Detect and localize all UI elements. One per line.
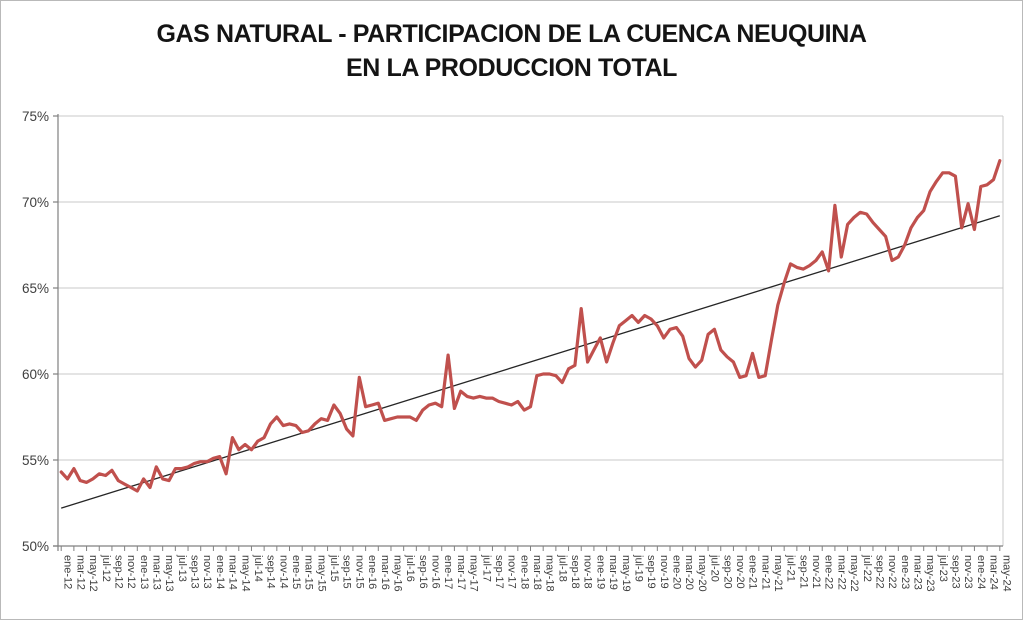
series-line-participacion-cuenca-neuquina — [59, 159, 1002, 493]
x-axis-label-sep-13: sep-13 — [189, 555, 201, 589]
x-axis-label-sep-17: sep-17 — [493, 555, 505, 589]
x-axis-label-mar-18: mar-18 — [531, 555, 543, 590]
x-axis-label-ene-23: ene-23 — [899, 555, 911, 589]
x-axis-label-ene-18: ene-18 — [518, 555, 530, 589]
x-axis-label-sep-18: sep-18 — [569, 555, 581, 589]
chart-title-line2: EN LA PRODUCCION TOTAL — [345, 54, 677, 82]
x-axis-label-mar-15: mar-15 — [303, 555, 315, 590]
x-axis-label-sep-23: sep-23 — [950, 555, 962, 589]
x-axis-label-jul-20: jul-20 — [709, 554, 721, 582]
x-axis-label-mar-16: mar-16 — [379, 555, 391, 590]
x-axis-label-sep-16: sep-16 — [417, 555, 429, 589]
x-axis-label-ene-13: ene-13 — [138, 555, 150, 589]
chart-title: GAS NATURAL - PARTICIPACION DE LA CUENCA… — [1, 17, 1022, 85]
x-axis-label-mar-24: mar-24 — [988, 555, 1000, 590]
x-axis-label-jul-12: jul-12 — [100, 554, 112, 582]
x-axis-label-jul-14: jul-14 — [252, 554, 264, 582]
x-axis-label-sep-14: sep-14 — [265, 555, 277, 589]
x-axis-label-mar-13: mar-13 — [150, 555, 162, 590]
x-axis-label-may-16: may-16 — [391, 555, 403, 592]
x-axis-label-ene-12: ene-12 — [62, 555, 74, 589]
x-axis-label-nov-14: nov-14 — [277, 555, 289, 589]
x-axis-label-mar-23: mar-23 — [912, 555, 924, 590]
x-axis-label-jul-23: jul-23 — [937, 554, 949, 582]
x-axis-label-mar-14: mar-14 — [227, 555, 239, 590]
x-axis-label-nov-18: nov-18 — [582, 555, 594, 589]
x-axis-label-sep-12: sep-12 — [112, 555, 124, 589]
y-axis-label-65: 65% — [22, 281, 49, 296]
x-axis-label-nov-15: nov-15 — [353, 555, 365, 589]
x-axis-label-jul-13: jul-13 — [176, 554, 188, 582]
y-axis-label-75: 75% — [22, 109, 49, 124]
x-axis-label-sep-19: sep-19 — [645, 555, 657, 589]
x-axis-label-ene-22: ene-22 — [823, 555, 835, 589]
x-axis-label-ene-19: ene-19 — [594, 555, 606, 589]
x-axis-label-mar-12: mar-12 — [74, 555, 86, 590]
x-axis-label-may-20: may-20 — [696, 555, 708, 592]
x-axis-label-jul-16: jul-16 — [404, 554, 416, 582]
y-axis-label-50: 50% — [22, 539, 49, 554]
x-axis-label-ene-14: ene-14 — [214, 555, 226, 589]
x-axis-label-nov-13: nov-13 — [201, 555, 213, 589]
x-axis-label-jul-21: jul-21 — [785, 554, 797, 582]
x-axis-label-nov-23: nov-23 — [962, 555, 974, 589]
x-axis-label-sep-15: sep-15 — [341, 555, 353, 589]
chart-title-line1: GAS NATURAL - PARTICIPACION DE LA CUENCA… — [156, 20, 867, 48]
x-axis-label-ene-17: ene-17 — [442, 555, 454, 589]
x-axis-label-ene-24: ene-24 — [975, 555, 987, 589]
x-axis-label-sep-22: sep-22 — [873, 555, 885, 589]
x-axis-label-mar-22: mar-22 — [835, 555, 847, 590]
x-axis-label-nov-17: nov-17 — [506, 555, 518, 589]
x-axis-label-nov-16: nov-16 — [430, 555, 442, 589]
x-axis-label-jul-18: jul-18 — [556, 554, 568, 582]
x-axis-label-may-21: may-21 — [772, 555, 784, 592]
x-axis-label-ene-15: ene-15 — [290, 555, 302, 589]
x-axis-label-jul-17: jul-17 — [480, 554, 492, 582]
x-axis-label-ene-21: ene-21 — [747, 555, 759, 589]
y-axis-label-60: 60% — [22, 367, 49, 382]
x-axis-label-sep-20: sep-20 — [721, 555, 733, 589]
x-axis-label-may-22: may-22 — [848, 555, 860, 592]
x-axis-label-jul-19: jul-19 — [632, 554, 644, 582]
x-axis-label-mar-20: mar-20 — [683, 555, 695, 590]
x-axis-label-jul-15: jul-15 — [328, 554, 340, 582]
x-axis-label-nov-12: nov-12 — [125, 555, 137, 589]
x-axis-label-may-17: may-17 — [468, 555, 480, 592]
x-axis-label-nov-22: nov-22 — [886, 555, 898, 589]
x-axis-label-mar-17: mar-17 — [455, 555, 467, 590]
x-axis-label-may-14: may-14 — [239, 555, 251, 592]
y-axis-label-55: 55% — [22, 453, 49, 468]
x-axis-label-mar-21: mar-21 — [759, 555, 771, 590]
x-axis-label-ene-20: ene-20 — [671, 555, 683, 589]
x-axis-label-may-18: may-18 — [544, 555, 556, 592]
x-axis-label-mar-19: mar-19 — [607, 555, 619, 590]
x-axis-label-may-24: may-24 — [1000, 555, 1012, 592]
x-axis-label-nov-20: nov-20 — [734, 555, 746, 589]
x-axis-label-ene-16: ene-16 — [366, 555, 378, 589]
x-axis-label-may-19: may-19 — [620, 555, 632, 592]
x-axis-label-jul-22: jul-22 — [861, 554, 873, 582]
x-axis-label-sep-21: sep-21 — [797, 555, 809, 589]
y-axis-label-70: 70% — [22, 195, 49, 210]
x-axis-label-may-15: may-15 — [315, 555, 327, 592]
x-axis-label-may-13: may-13 — [163, 555, 175, 592]
x-axis-label-nov-21: nov-21 — [810, 555, 822, 589]
trendline — [61, 215, 1000, 509]
x-axis-label-may-12: may-12 — [87, 555, 99, 592]
x-axis-label-may-23: may-23 — [924, 555, 936, 592]
x-axis-label-nov-19: nov-19 — [658, 555, 670, 589]
